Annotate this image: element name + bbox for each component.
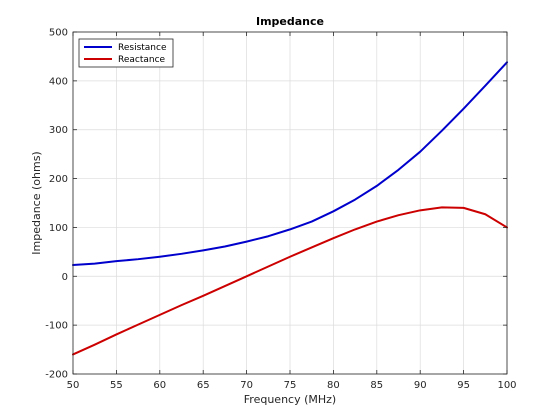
chart-title: Impedance [256, 15, 324, 28]
x-tick-label: 60 [153, 380, 166, 391]
y-tick-label: 400 [49, 76, 68, 87]
x-tick-label: 90 [414, 380, 427, 391]
x-tick-label: 80 [327, 380, 340, 391]
x-tick-label: 70 [240, 380, 253, 391]
series-lines [72, 61, 508, 356]
y-axis-label: Impedance (ohms) [30, 151, 43, 254]
series-line-resistance [72, 61, 508, 267]
y-tick-label: 0 [62, 272, 68, 283]
y-tick-label: 200 [49, 174, 68, 185]
y-tick-label: -200 [45, 370, 68, 381]
y-tick-label: 100 [49, 223, 68, 234]
x-axis-label: Frequency (MHz) [244, 393, 336, 406]
x-tick-label: 55 [110, 380, 123, 391]
x-tick-label: 100 [497, 380, 516, 391]
legend-box [78, 38, 174, 68]
y-axis: -200 -100 0 100 200 300 400 500 [45, 28, 507, 381]
y-tick-label: 300 [49, 125, 68, 136]
series-line-reactance [72, 206, 508, 356]
legend: Resistance Reactance [78, 38, 174, 68]
legend-label-reactance: Reactance [118, 55, 166, 65]
x-tick-label: 75 [284, 380, 297, 391]
x-tick-label: 65 [197, 380, 210, 391]
x-tick-label: 85 [370, 380, 383, 391]
x-tick-label: 95 [457, 380, 470, 391]
legend-label-resistance: Resistance [118, 43, 167, 53]
x-axis: 50 55 60 65 70 75 80 85 90 95 100 [67, 32, 517, 391]
y-tick-label: -100 [45, 321, 68, 332]
x-tick-label: 50 [67, 380, 80, 391]
y-tick-label: 500 [49, 28, 68, 39]
